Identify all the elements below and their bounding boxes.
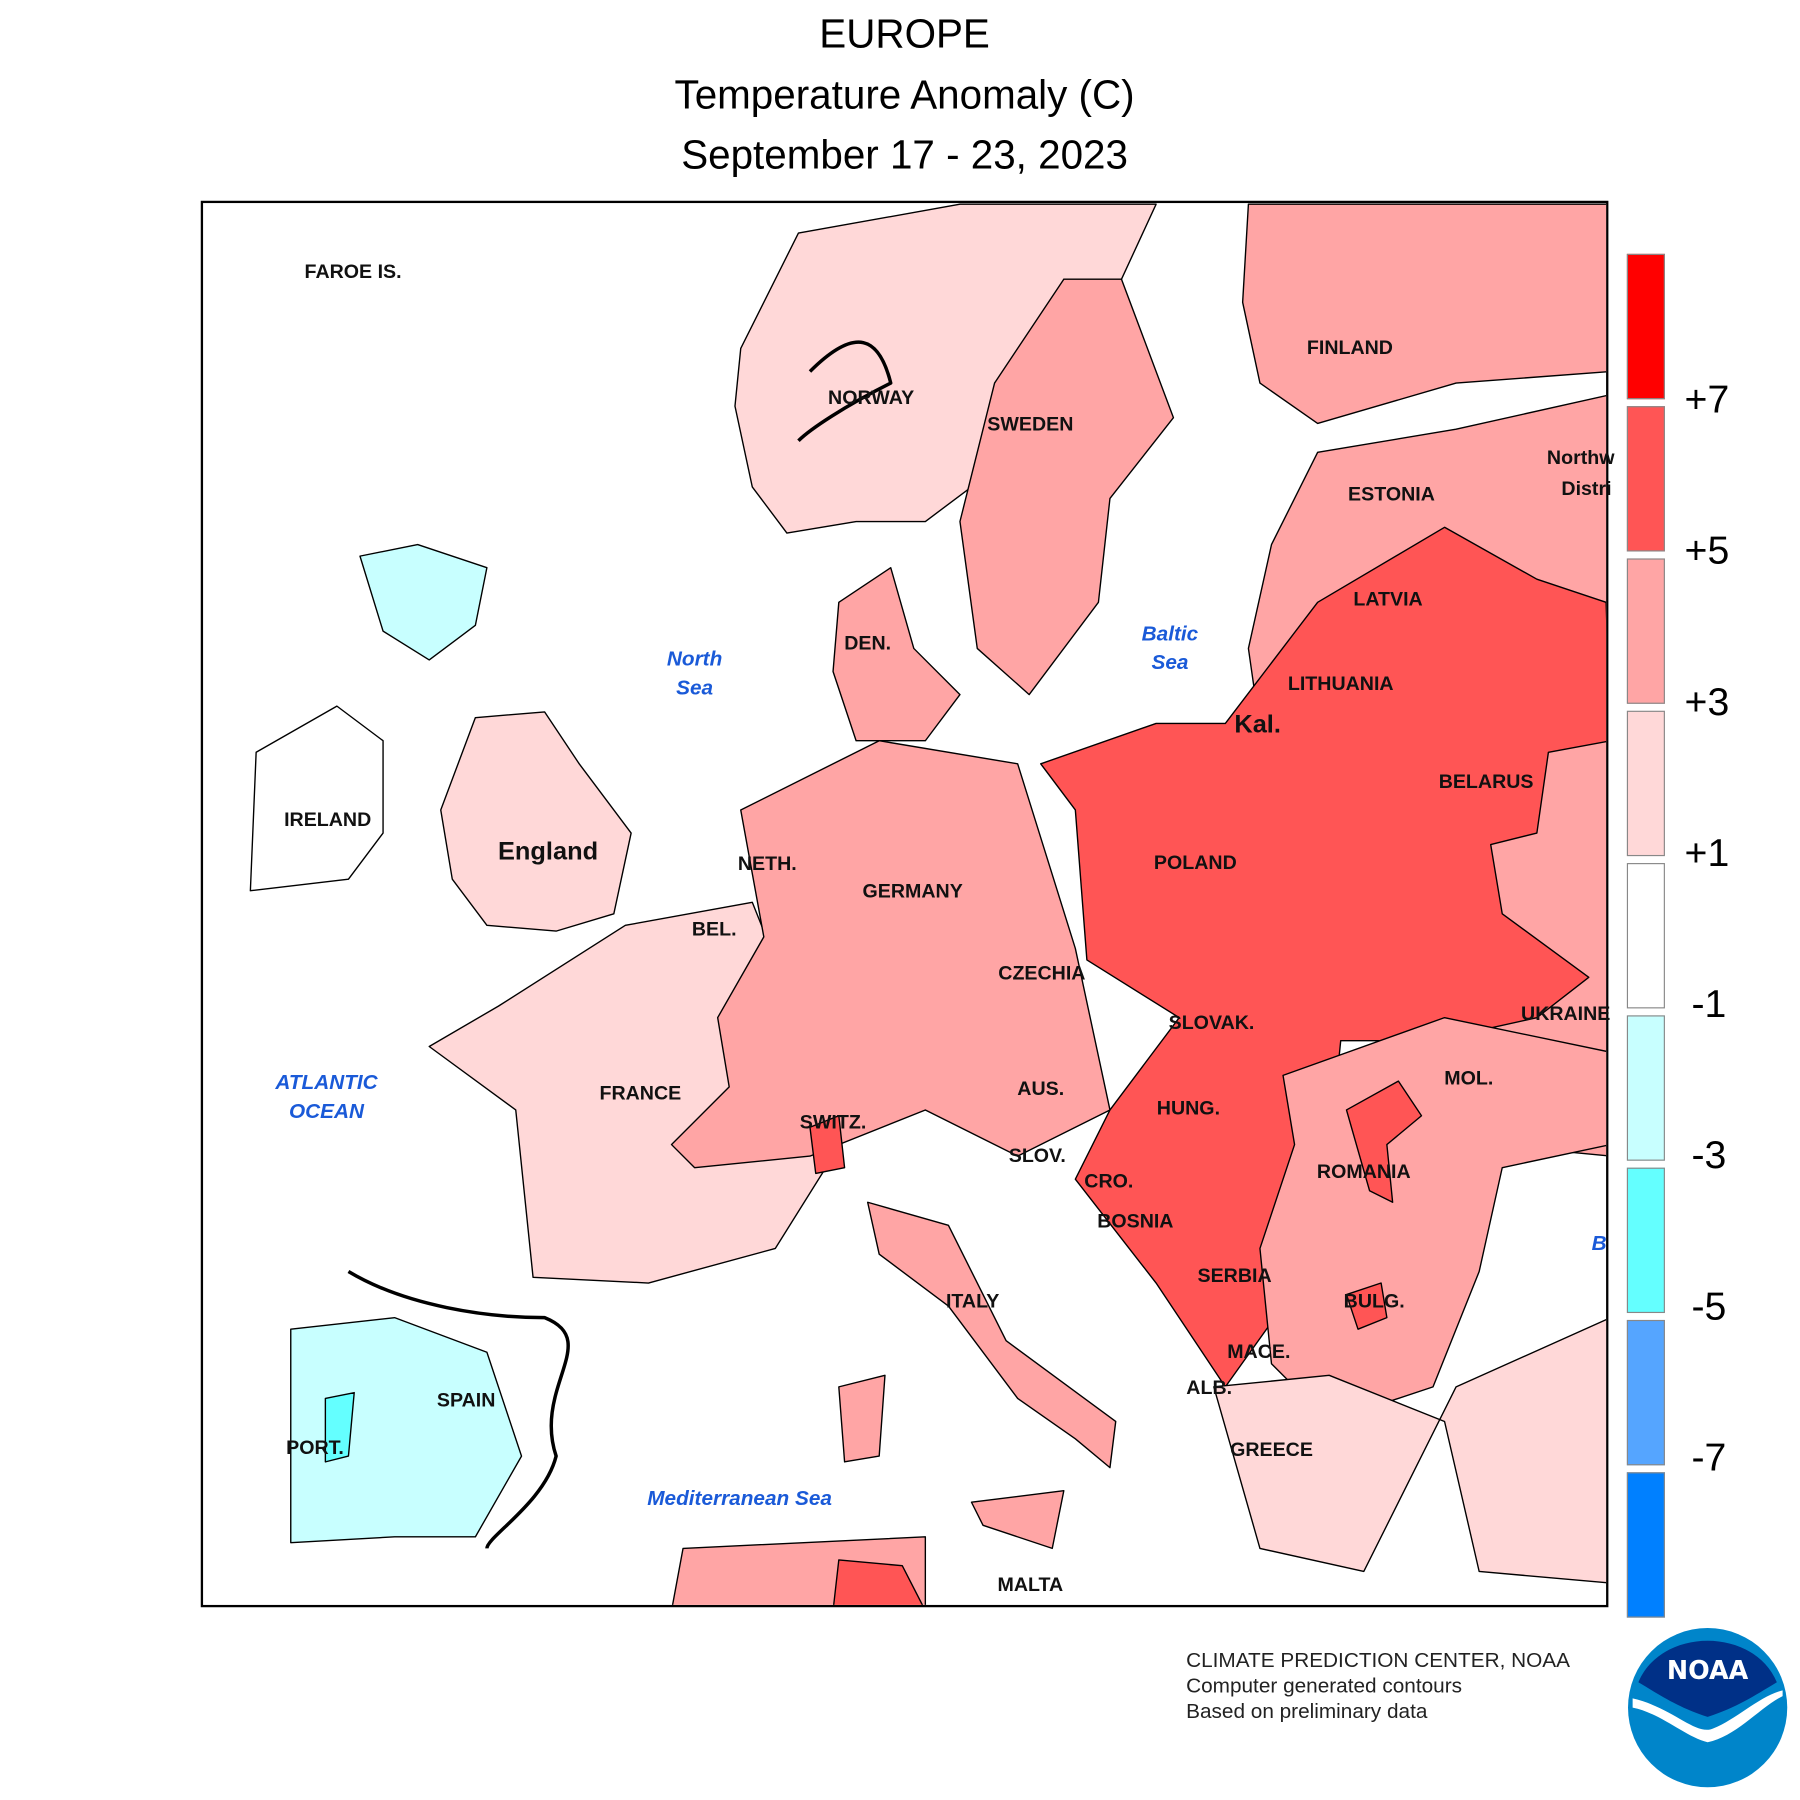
label-baltic-sea: Baltic Sea <box>1141 621 1199 674</box>
noaa-logo: NOAA <box>1628 1628 1788 1788</box>
label-england: England <box>497 836 599 866</box>
color-legend <box>1626 253 1665 1625</box>
region-denmark <box>832 566 961 742</box>
label-belarus: BELARUS <box>1438 770 1534 793</box>
legend-swatch <box>1626 253 1665 400</box>
label-poland: POLAND <box>1153 851 1237 874</box>
label-france: FRANCE <box>599 1082 682 1105</box>
title-dates: September 17 - 23, 2023 <box>681 132 1128 178</box>
title-variable: Temperature Anomaly (C) <box>674 72 1135 118</box>
label-finland: FINLAND <box>1306 336 1393 359</box>
label-greece: GREECE <box>1230 1438 1313 1461</box>
legend-tick-label: +5 <box>1684 529 1730 573</box>
label-ireland: IRELAND <box>284 808 372 831</box>
region-switz-hot <box>809 1115 846 1175</box>
label-latvia: LATVIA <box>1353 588 1423 611</box>
region-finland <box>1241 203 1607 425</box>
label-denmark: DEN. <box>844 632 892 655</box>
label-slovenia: SLOV. <box>1008 1144 1066 1167</box>
label-malta: MALTA <box>997 1573 1064 1596</box>
legend-swatch <box>1626 1319 1665 1466</box>
legend-swatch <box>1626 1167 1665 1314</box>
label-germany: GERMANY <box>862 880 963 903</box>
region-germany <box>670 740 1111 1169</box>
legend-tick-label: -1 <box>1691 982 1727 1027</box>
legend-swatch <box>1626 558 1665 704</box>
legend-swatch <box>1626 863 1665 1009</box>
label-macedonia: MACE. <box>1227 1340 1291 1363</box>
legend-swatch <box>1626 406 1665 552</box>
credits: CLIMATE PREDICTION CENTER, NOAA Computer… <box>1186 1648 1570 1724</box>
region-spain-cool <box>290 1316 523 1544</box>
label-austria: AUS. <box>1017 1077 1065 1100</box>
label-atlantic-ocean: ATLANTIC OCEAN <box>275 1070 378 1123</box>
label-bosnia: BOSNIA <box>1097 1210 1174 1233</box>
credit-line: CLIMATE PREDICTION CENTER, NOAA <box>1186 1648 1570 1672</box>
label-northwest-1: Northw <box>1546 446 1615 469</box>
label-belgium: BEL. <box>691 918 737 941</box>
region-poland-belarus-warm <box>1040 526 1607 1388</box>
legend-swatch <box>1626 1472 1665 1618</box>
region-uk <box>440 711 632 932</box>
label-moldova: MOL. <box>1444 1067 1494 1090</box>
svg-text:NOAA: NOAA <box>1667 1655 1749 1685</box>
label-black-sea: B <box>1591 1231 1607 1255</box>
region-romania <box>1259 1016 1607 1423</box>
region-romania-hot <box>1345 1080 1423 1203</box>
credit-line: Based on preliminary data <box>1186 1699 1428 1723</box>
label-estonia: ESTONIA <box>1348 483 1435 506</box>
legend-tick-label: +7 <box>1684 377 1730 422</box>
anomaly-map <box>200 200 1609 1608</box>
label-czechia: CZECHIA <box>998 962 1086 985</box>
legend-tick-label: -5 <box>1691 1284 1727 1329</box>
label-north-sea: North Sea <box>666 647 723 700</box>
label-spain: SPAIN <box>436 1389 496 1412</box>
label-netherlands: NETH. <box>737 852 797 875</box>
label-albania: ALB. <box>1186 1376 1233 1399</box>
legend-swatch <box>1626 1015 1665 1161</box>
label-portugal: PORT. <box>286 1436 344 1459</box>
label-kaliningrad: Kal. <box>1234 709 1281 739</box>
contour-line <box>347 1270 570 1549</box>
label-mediterranean-sea: Mediterranean Sea <box>647 1486 832 1510</box>
region-scotland-cold <box>359 543 488 661</box>
label-serbia: SERBIA <box>1197 1264 1272 1287</box>
region-bulgaria-hot <box>1345 1282 1388 1330</box>
region-north-africa-warm <box>833 1559 924 1605</box>
label-romania: ROMANIA <box>1316 1160 1411 1183</box>
legend-swatch <box>1626 710 1665 857</box>
legend-tick-label: -3 <box>1691 1133 1727 1178</box>
credit-line: Computer generated contours <box>1186 1674 1463 1698</box>
legend-tick-label: +1 <box>1684 831 1730 876</box>
region-portugal-cold <box>324 1391 355 1463</box>
label-slovakia: SLOVAK. <box>1168 1011 1255 1034</box>
label-faroe: FAROE IS. <box>304 260 402 283</box>
region-greece <box>1213 1318 1607 1584</box>
region-sweden <box>959 278 1175 696</box>
label-ukraine: UKRAINE <box>1521 1002 1611 1025</box>
region-ireland <box>249 705 384 892</box>
label-northwest-2: Distri <box>1561 477 1612 500</box>
label-croatia: CRO. <box>1084 1169 1134 1192</box>
label-norway: NORWAY <box>828 386 915 409</box>
legend-tick-label: +3 <box>1684 680 1730 725</box>
legend-tick-label: -7 <box>1691 1435 1727 1480</box>
contour-line <box>797 340 893 442</box>
label-hungary: HUNG. <box>1156 1097 1221 1120</box>
map-shapes <box>249 203 1607 1605</box>
label-italy: ITALY <box>945 1289 1000 1312</box>
region-italy <box>866 1201 1117 1469</box>
label-bulgaria: BULG. <box>1343 1289 1405 1312</box>
label-sweden: SWEDEN <box>987 413 1074 435</box>
title-region: EUROPE <box>819 11 990 57</box>
label-lithuania: LITHUANIA <box>1287 672 1394 695</box>
region-sardinia <box>838 1374 886 1463</box>
region-sicily <box>970 1490 1065 1550</box>
label-switzerland: SWITZ. <box>799 1111 867 1134</box>
